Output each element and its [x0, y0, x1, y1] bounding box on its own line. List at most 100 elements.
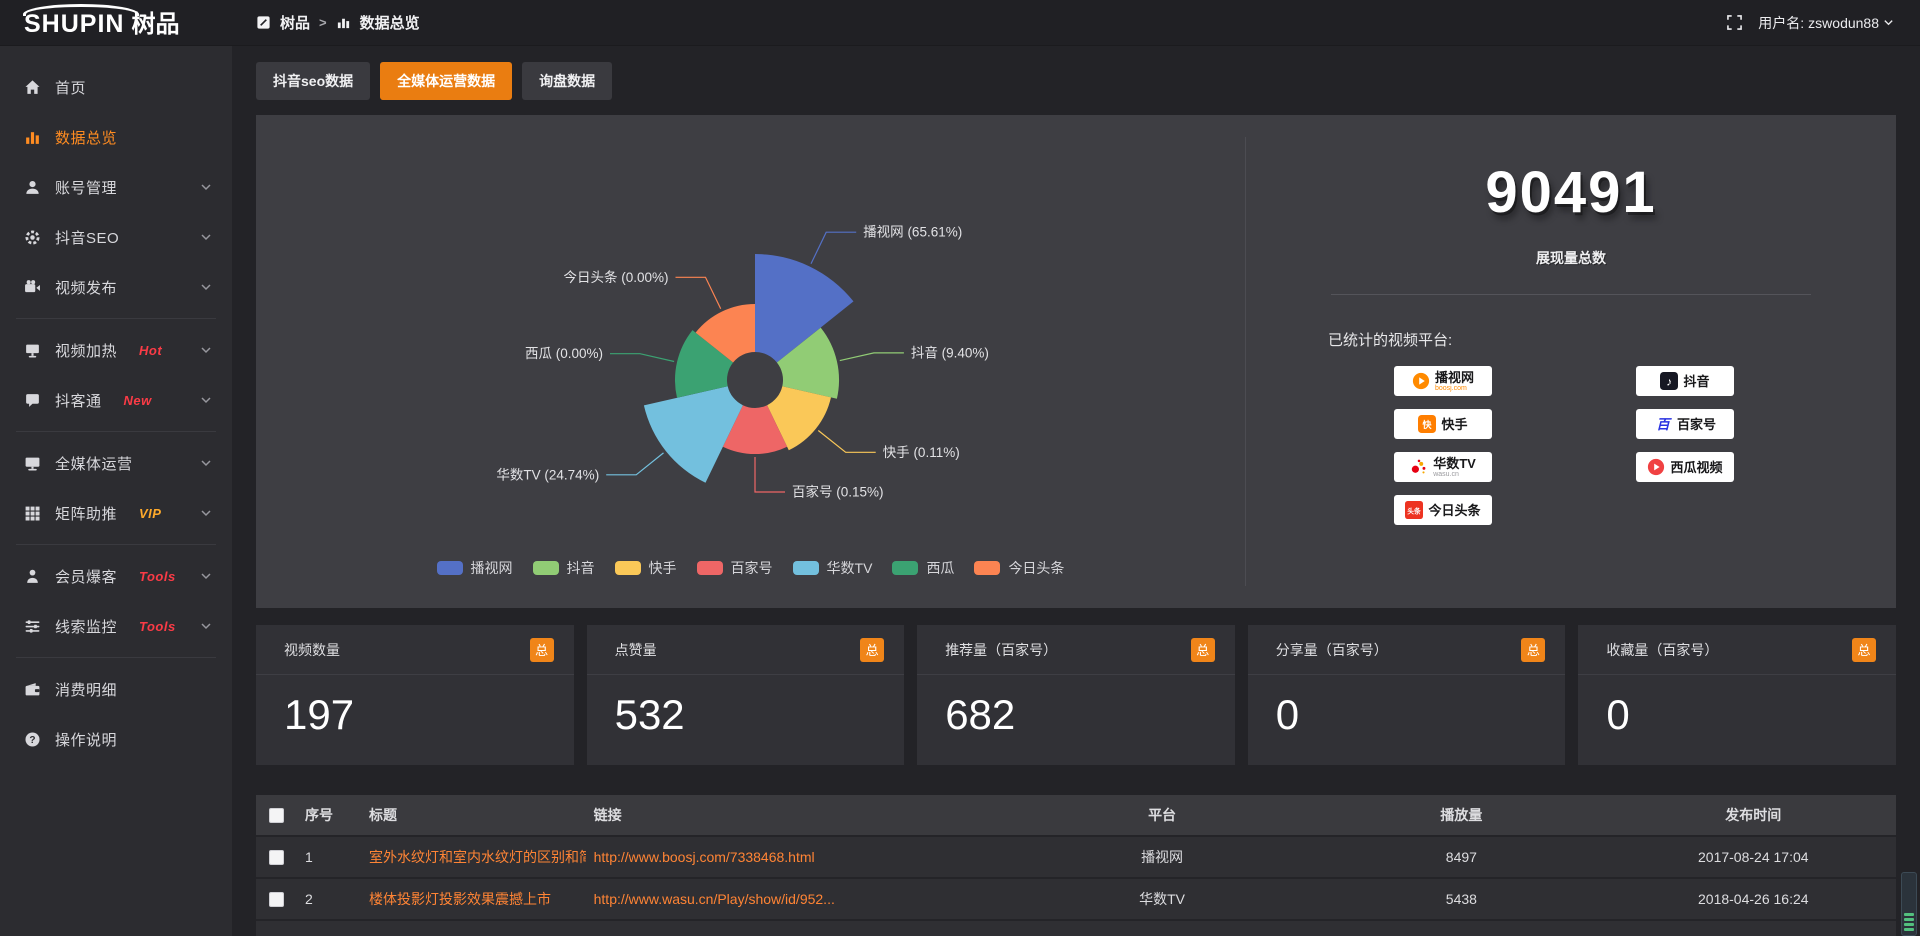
- sidebar-item-消费明细[interactable]: 消费明细: [0, 664, 232, 714]
- label-leader-line: [810, 231, 857, 265]
- legend-item-抖音[interactable]: 抖音: [532, 558, 595, 578]
- svg-text:♪: ♪: [1667, 376, 1673, 389]
- stat-card-视频数量: 视频数量 总 197: [256, 625, 574, 765]
- legend-swatch: [532, 561, 559, 575]
- chevron-down-icon: [200, 344, 212, 356]
- user-menu[interactable]: 用户名: zswodun88: [1758, 13, 1894, 33]
- sidebar-item-视频发布[interactable]: 视频发布: [0, 262, 232, 312]
- header-checkbox-cell: [256, 795, 297, 835]
- sidebar-item-抖客通[interactable]: 抖客通 New: [0, 375, 232, 425]
- col-header: 平台: [1148, 807, 1177, 823]
- legend-item-快手[interactable]: 快手: [614, 558, 677, 578]
- platform-name: 播视网: [1434, 369, 1474, 385]
- legend-label: 百家号: [730, 560, 773, 576]
- pie-slice-抖音[interactable]: [776, 327, 840, 399]
- legend-swatch: [696, 561, 723, 575]
- chevron-down-icon: [200, 620, 212, 632]
- stat-card-header: 收藏量（百家号） 总: [1578, 625, 1896, 675]
- cell-url-link[interactable]: http://www.wasu.cn/Play/show/id/952...: [593, 891, 835, 907]
- sidebar-item-label: 矩阵助推: [55, 505, 118, 523]
- sidebar-item-操作说明[interactable]: ? 操作说明: [0, 714, 232, 764]
- logo-arc-icon: [23, 4, 139, 16]
- total-badge: 总: [1851, 637, 1876, 662]
- sidebar-item-label: 首页: [55, 79, 87, 97]
- main-content: 抖音seo数据 全媒体运营数据 询盘数据 播视网 (65.61%) 抖音 (9.40%…: [232, 46, 1920, 936]
- monitor-icon: [24, 455, 41, 472]
- table-row: 2 楼体投影灯投影效果震撼上市 http://www.wasu.cn/Play/sh…: [256, 877, 1896, 919]
- sidebar-item-数据总览[interactable]: 数据总览: [0, 112, 232, 162]
- legend-item-今日头条[interactable]: 今日头条: [974, 558, 1064, 578]
- pie-slice-快手[interactable]: [767, 386, 831, 451]
- sidebar-item-badge: VIP: [139, 505, 162, 521]
- cell-title-link[interactable]: 楼体投影灯投影效果震撼上市: [368, 891, 551, 907]
- cell-url-link[interactable]: http://www.boosj.com/7338468.html: [593, 849, 815, 865]
- douyin-logo-icon: ♪: [1660, 372, 1679, 390]
- wasu-logo-icon: [1410, 458, 1428, 476]
- stat-cards: 视频数量总 197 点赞量总 532 推荐量（百家号）总 682 分享量（百家号）总 0 收藏量…: [256, 625, 1896, 765]
- rose-chart: 播视网 (65.61%) 抖音 (9.40%) 快手 (0.11%) 百家号 (0.1…: [496, 225, 989, 500]
- sidebar-item-矩阵助推[interactable]: 矩阵助推 VIP: [0, 488, 232, 538]
- legend-item-百家号[interactable]: 百家号: [696, 558, 773, 578]
- pie-slice-播视网[interactable]: [755, 254, 854, 363]
- sidebar-item-视频加热[interactable]: 视频加热 Hot: [0, 325, 232, 375]
- chevron-down-icon: [200, 507, 212, 519]
- pie-slice-今日头条[interactable]: [695, 304, 755, 363]
- breadcrumb-separator: >: [319, 15, 327, 30]
- row-checkbox[interactable]: [269, 891, 284, 907]
- legend-label: 西瓜: [926, 560, 955, 576]
- baijia-logo-icon: 百: [1654, 415, 1672, 433]
- legend-item-华数TV[interactable]: 华数TV: [792, 558, 872, 578]
- pie-slice-华数TV[interactable]: [643, 386, 743, 483]
- row-checkbox[interactable]: [269, 849, 284, 865]
- tab-询盘数据[interactable]: 询盘数据: [522, 62, 613, 100]
- sidebar-item-线索监控[interactable]: 线索监控 Tools: [0, 601, 232, 651]
- legend-label: 快手: [648, 560, 677, 576]
- cell-views: 8497: [1445, 849, 1477, 865]
- select-all-checkbox[interactable]: [269, 807, 284, 823]
- sidebar-item-label: 账号管理: [55, 179, 118, 197]
- logo-text-en: SHUPIN: [24, 10, 125, 38]
- xigua-logo-icon: [1647, 458, 1665, 476]
- tab-抖音seo数据[interactable]: 抖音seo数据: [256, 62, 371, 100]
- tab-全媒体运营数据[interactable]: 全媒体运营数据: [380, 62, 513, 100]
- sidebar-item-首页[interactable]: 首页: [0, 62, 232, 112]
- cell-views: [1312, 921, 1610, 936]
- sidebar-item-会员爆客[interactable]: 会员爆客 Tools: [0, 551, 232, 601]
- cell-title-link[interactable]: 室外水纹灯和室内水纹灯的区别和简介: [368, 849, 586, 865]
- app-logo: SHUPIN 树品: [0, 0, 232, 45]
- platform-grid: 播视网 boosj.com ♪ 抖音快快手 百百家号 华数TV wasu.cn 西瓜视频 头条今…: [1394, 366, 1896, 525]
- breadcrumb-root[interactable]: 树品: [280, 15, 311, 32]
- total-badge: 总: [529, 637, 554, 662]
- label-leader-line: [675, 276, 722, 310]
- platform-badge-西瓜视频: 西瓜视频: [1636, 452, 1734, 482]
- fullscreen-icon[interactable]: [1727, 15, 1743, 30]
- toutiao-logo-icon: 头条: [1405, 501, 1424, 519]
- pie-slice-百家号[interactable]: [722, 405, 788, 455]
- cell-index: 1: [305, 849, 313, 865]
- col-header: 播放量: [1440, 807, 1483, 823]
- sidebar-item-label: 视频发布: [55, 279, 118, 297]
- float-widget[interactable]: [1901, 872, 1917, 936]
- widget-bar: [1904, 923, 1914, 926]
- svg-text:快: 快: [1423, 419, 1433, 430]
- platform-badge-今日头条: 头条 今日头条: [1394, 495, 1492, 525]
- legend-label: 播视网: [470, 560, 513, 576]
- pie-slice-西瓜[interactable]: [675, 330, 734, 398]
- rose-chart-area: 播视网 (65.61%) 抖音 (9.40%) 快手 (0.11%) 百家号 (0.1…: [256, 115, 1245, 608]
- kuaishou-logo-icon: 快: [1418, 415, 1437, 433]
- pie-label: 抖音 (9.40%): [911, 344, 989, 360]
- sidebar-item-账号管理[interactable]: 账号管理: [0, 162, 232, 212]
- video-icon: [24, 279, 41, 296]
- username-prefix: 用户名:: [1758, 14, 1805, 31]
- stat-card-header: 分享量（百家号） 总: [1247, 625, 1566, 675]
- stat-card-value: 197: [284, 691, 355, 738]
- legend-item-播视网[interactable]: 播视网: [436, 558, 513, 578]
- legend-item-西瓜[interactable]: 西瓜: [892, 558, 954, 578]
- sidebar-item-抖音SEO[interactable]: 抖音SEO: [0, 212, 232, 262]
- label-leader-line: [606, 452, 664, 476]
- overview-panel: 播视网 (65.61%) 抖音 (9.40%) 快手 (0.11%) 百家号 (0.1…: [256, 115, 1896, 608]
- sidebar-item-全媒体运营[interactable]: 全媒体运营: [0, 438, 232, 488]
- pie-label: 华数TV (24.74%): [496, 467, 599, 482]
- cell-time: 2018-04-26 16:24: [1698, 891, 1809, 907]
